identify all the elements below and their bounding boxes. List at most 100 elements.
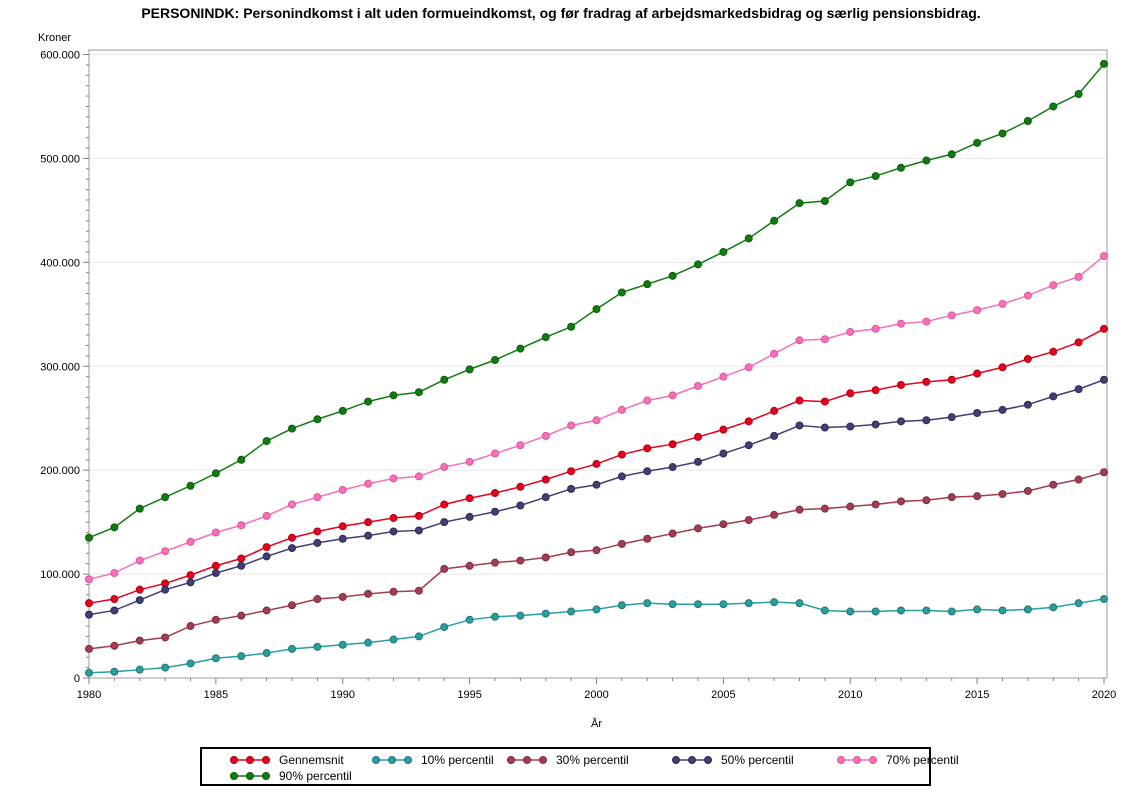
series-point xyxy=(338,592,347,601)
series-point xyxy=(744,599,753,608)
series-point xyxy=(1049,102,1058,111)
y-tick-label: 500.000 xyxy=(40,153,80,165)
series-point xyxy=(770,598,779,607)
series-point xyxy=(947,493,956,502)
series-point xyxy=(947,150,956,159)
series-point xyxy=(922,317,931,326)
series-point xyxy=(364,638,373,647)
x-tick-label: 2005 xyxy=(711,689,735,701)
legend-marker-icon xyxy=(837,755,877,764)
y-tick-label: 600.000 xyxy=(40,50,80,62)
series-point xyxy=(135,596,144,605)
series-point xyxy=(592,416,601,425)
series-point xyxy=(288,533,296,542)
series-point xyxy=(85,610,93,619)
series-point xyxy=(440,500,449,509)
series-point xyxy=(744,234,753,243)
series-point xyxy=(440,623,449,632)
series-point xyxy=(871,386,880,395)
series-point xyxy=(846,422,855,431)
series-point xyxy=(338,640,347,649)
series-point xyxy=(998,490,1007,499)
series-point xyxy=(1100,375,1108,384)
series-point xyxy=(288,500,296,509)
series-point xyxy=(364,589,373,598)
legend-box: Gennemsnit 10% percentil 30% percentil 50% … xyxy=(200,747,959,786)
series-point xyxy=(820,423,829,432)
series-point xyxy=(719,247,728,256)
series-point xyxy=(719,425,728,434)
series-point xyxy=(262,649,271,658)
chart-title: PERSONINDK: Personindkomst i alt uden fo… xyxy=(141,5,981,21)
series-point xyxy=(922,606,931,615)
series-point xyxy=(516,344,525,353)
y-tick-label: 0 xyxy=(74,673,80,685)
series-point xyxy=(668,463,677,472)
series-point xyxy=(161,585,170,594)
series-point xyxy=(1023,486,1032,495)
series-point xyxy=(1100,252,1108,261)
series-point xyxy=(135,504,144,513)
series-point xyxy=(973,369,982,378)
series-point xyxy=(541,609,550,618)
series-point xyxy=(389,527,398,536)
x-tick-label: 1985 xyxy=(204,689,228,701)
series-point xyxy=(364,397,373,406)
series-point xyxy=(135,585,144,594)
series-point xyxy=(871,172,880,181)
series-point xyxy=(364,518,373,527)
series-point xyxy=(897,417,905,426)
series-point xyxy=(643,280,652,289)
series-point xyxy=(770,216,779,225)
series-point xyxy=(313,527,322,536)
series-point xyxy=(592,480,601,489)
series-point xyxy=(694,600,702,609)
legend-item: 10% percentil xyxy=(370,753,494,767)
series-point xyxy=(161,633,170,642)
x-tick-label: 1990 xyxy=(331,689,355,701)
series-point xyxy=(237,554,246,563)
series-point xyxy=(795,421,804,430)
series-point xyxy=(567,421,576,430)
series-point xyxy=(491,612,499,621)
legend-item: 70% percentil xyxy=(835,752,959,767)
series-point xyxy=(617,405,626,414)
series-point xyxy=(592,459,601,468)
series-point xyxy=(617,539,626,548)
series-point xyxy=(364,531,373,540)
series-point xyxy=(846,389,855,398)
series-point xyxy=(1023,291,1032,300)
series-point xyxy=(516,482,525,491)
series-point xyxy=(694,524,702,533)
series-point xyxy=(643,599,652,608)
series-point xyxy=(973,409,982,418)
series-point xyxy=(414,388,423,397)
series-point xyxy=(237,561,246,570)
series-point xyxy=(338,485,347,494)
series-point xyxy=(313,642,322,651)
series-point xyxy=(846,502,855,511)
series-point xyxy=(897,319,905,328)
series-point xyxy=(973,306,982,315)
series-point xyxy=(744,417,753,426)
series-point xyxy=(1023,117,1032,126)
series-point xyxy=(871,420,880,429)
series-point xyxy=(465,561,474,570)
series-point xyxy=(719,449,728,458)
series-point xyxy=(85,533,93,542)
series-point xyxy=(643,534,652,543)
series-point xyxy=(897,163,905,172)
series-point xyxy=(313,415,322,424)
series-point xyxy=(617,601,626,610)
series-point xyxy=(1049,281,1058,290)
series-point xyxy=(262,606,271,615)
series-point xyxy=(85,599,93,608)
legend-label: 30% percentil xyxy=(556,752,629,767)
series-point xyxy=(135,665,144,674)
series-point xyxy=(186,622,195,631)
legend-marker-icon xyxy=(230,771,270,780)
series-point xyxy=(897,497,905,506)
series-point xyxy=(1100,468,1108,477)
x-tick-label: 2010 xyxy=(838,689,862,701)
legend-label: 70% percentil xyxy=(886,752,959,767)
